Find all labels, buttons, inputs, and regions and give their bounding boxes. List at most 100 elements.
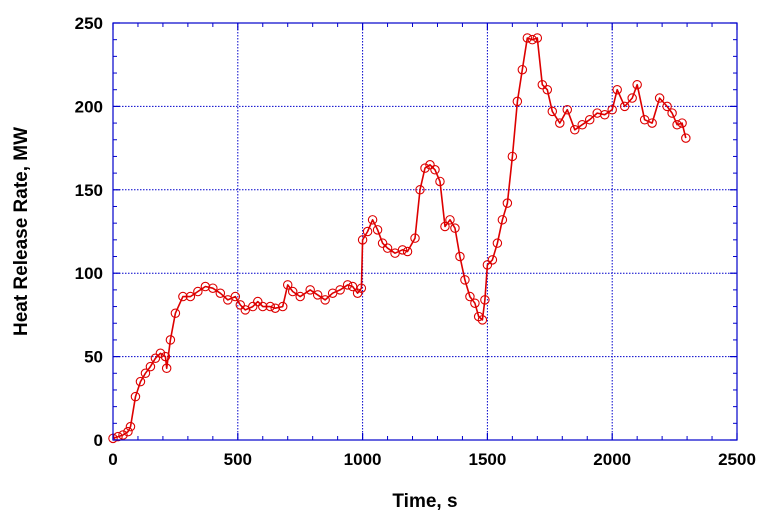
- data-point-marker: [277, 301, 288, 312]
- data-point-marker: [130, 391, 141, 402]
- data-point-marker: [547, 106, 558, 117]
- data-point-marker: [287, 286, 298, 297]
- y-tick-labels: 0 50 100 150 200 250: [75, 14, 103, 450]
- data-point-marker: [265, 301, 275, 312]
- data-point-marker: [507, 151, 518, 162]
- data-point-marker: [599, 109, 610, 120]
- data-point-marker: [492, 238, 503, 248]
- series-line-group: [112, 37, 687, 440]
- data-point-marker: [532, 33, 543, 43]
- data-point-marker: [470, 298, 480, 308]
- data-point-marker: [517, 64, 528, 75]
- data-point-marker: [295, 291, 305, 302]
- data-point-marker: [455, 251, 465, 262]
- x-axis-title: Time, s: [392, 491, 457, 512]
- data-point-marker: [512, 96, 523, 107]
- data-point-marker: [584, 114, 595, 125]
- y-tick-label: 50: [84, 348, 103, 367]
- data-point-marker: [527, 34, 538, 45]
- y-tick-label: 0: [94, 431, 103, 450]
- data-point-marker: [342, 280, 353, 290]
- data-point-marker: [362, 226, 373, 237]
- data-point-marker: [450, 223, 460, 233]
- data-point-marker: [161, 363, 172, 374]
- data-point-marker: [522, 33, 533, 43]
- data-point-marker: [140, 368, 151, 379]
- data-point-marker: [160, 351, 171, 362]
- data-point-marker: [125, 421, 136, 432]
- data-point-marker: [537, 79, 548, 90]
- data-point-marker: [312, 290, 323, 300]
- x-tick-label: 2500: [718, 450, 756, 469]
- data-point-marker: [402, 246, 413, 257]
- data-point-marker: [335, 285, 345, 295]
- data-point-marker: [397, 245, 408, 255]
- data-point-marker: [562, 104, 573, 115]
- data-point-marker: [482, 260, 493, 270]
- data-point-marker: [410, 233, 420, 243]
- data-point-marker: [445, 215, 455, 225]
- data-point-marker: [253, 296, 263, 307]
- gridlines: [113, 23, 737, 440]
- data-point-marker: [477, 315, 488, 325]
- data-point-marker: [372, 225, 383, 235]
- y-tick-label: 100: [75, 264, 103, 283]
- data-point-marker: [632, 79, 642, 90]
- y-tick-label: 150: [75, 181, 103, 200]
- data-point-marker: [612, 84, 622, 95]
- data-point-marker: [215, 288, 226, 298]
- y-tick-label: 250: [75, 14, 103, 33]
- data-point-marker: [497, 215, 508, 225]
- axis-ticks: [112, 22, 738, 441]
- series-line: [112, 37, 687, 440]
- data-point-marker: [135, 376, 146, 387]
- data-point-marker: [542, 84, 553, 95]
- data-point-marker: [282, 280, 293, 290]
- x-tick-label: 1500: [468, 450, 506, 469]
- data-point-marker: [480, 295, 490, 305]
- data-point-marker: [178, 291, 188, 302]
- data-point-marker: [647, 118, 657, 128]
- data-point-marker: [305, 285, 315, 295]
- data-point-marker: [435, 176, 445, 187]
- data-point-marker: [155, 348, 166, 359]
- x-tick-label: 1000: [344, 450, 382, 469]
- data-point-marker: [165, 335, 176, 345]
- data-point-marker: [208, 283, 218, 293]
- data-point-marker: [654, 93, 665, 103]
- data-point-marker: [555, 118, 565, 128]
- data-point-marker: [619, 101, 630, 112]
- data-point-marker: [270, 303, 280, 313]
- data-point-marker: [667, 108, 677, 118]
- data-point-marker: [415, 185, 425, 195]
- data-point-marker: [382, 243, 393, 253]
- data-point-marker: [440, 221, 450, 232]
- data-point-marker: [627, 93, 637, 103]
- data-point-marker: [662, 101, 672, 112]
- data-point-marker: [672, 119, 682, 130]
- data-point-marker: [460, 275, 470, 285]
- plot-frame: [112, 22, 738, 441]
- data-point-marker: [113, 431, 123, 442]
- data-point-marker: [230, 291, 241, 302]
- x-tick-label: 500: [224, 450, 252, 469]
- x-tick-label: 2000: [593, 450, 631, 469]
- data-point-marker: [347, 281, 358, 292]
- data-point-marker: [258, 301, 268, 312]
- data-point-marker: [681, 133, 691, 143]
- data-point-marker: [320, 295, 330, 305]
- data-point-marker: [607, 104, 617, 115]
- data-point-marker: [193, 286, 203, 297]
- data-point-marker: [248, 301, 258, 312]
- data-point-marker: [235, 300, 246, 310]
- data-point-marker: [487, 255, 498, 265]
- data-point-marker: [430, 165, 440, 175]
- data-point-marker: [200, 281, 211, 292]
- data-point-marker: [425, 160, 435, 170]
- y-tick-label: 200: [75, 97, 103, 116]
- data-point-marker: [577, 119, 587, 130]
- data-point-marker: [367, 215, 378, 225]
- series-markers: [108, 33, 691, 444]
- data-point-marker: [123, 426, 133, 437]
